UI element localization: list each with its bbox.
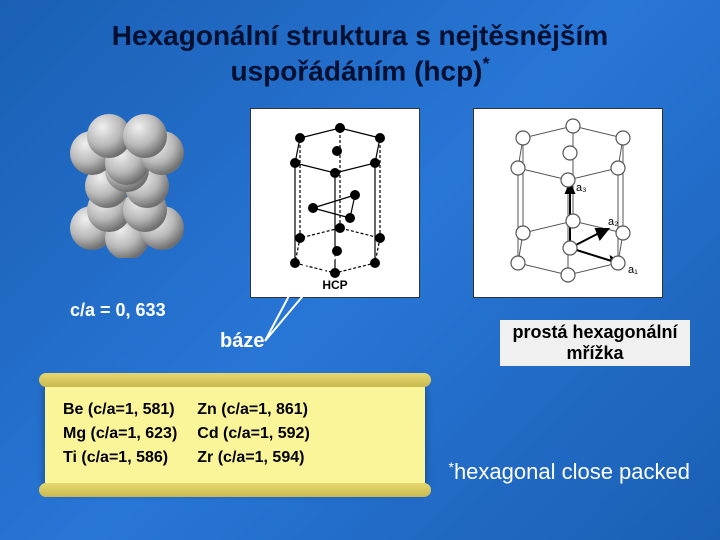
prosta-line-1: prostá hexagonální [512, 322, 677, 342]
axis-a2: a₂ [608, 216, 618, 228]
simple-hex-caption: prostá hexagonální mřížka [500, 320, 690, 366]
element-row: Mg (c/a=1, 623) [63, 422, 177, 446]
element-table: Be (c/a=1, 581) Mg (c/a=1, 623) Ti (c/a=… [63, 398, 407, 470]
axis-a1: a₁ [628, 264, 638, 276]
title-asterisk: * [483, 54, 490, 74]
baze-label: báze [220, 330, 264, 353]
element-scroll: Be (c/a=1, 581) Mg (c/a=1, 623) Ti (c/a=… [45, 380, 425, 490]
slide-title: Hexagonální struktura s nejtěsnějším usp… [0, 0, 720, 88]
title-line-2: uspořádáním (hcp) [230, 55, 482, 86]
figures-row: HCP [0, 88, 720, 298]
figure-simple-hex: a₁ a₂ a₃ [473, 108, 663, 298]
element-row: Cd (c/a=1, 592) [197, 422, 310, 446]
element-row: Zn (c/a=1, 861) [197, 398, 310, 422]
prosta-line-2: mřížka [566, 343, 623, 363]
ratio-label: c/a = 0, 633 [70, 300, 166, 321]
element-row: Ti (c/a=1, 586) [63, 446, 177, 470]
figure-hcp-cell: HCP [250, 108, 420, 298]
axis-a3: a₃ [576, 182, 587, 194]
element-row: Be (c/a=1, 581) [63, 398, 177, 422]
hcp-caption: HCP [322, 278, 347, 292]
figure-sphere-packing [57, 108, 197, 258]
title-line-1: Hexagonální struktura s nejtěsnějším [112, 20, 608, 51]
footnote: *hexagonal close packed [448, 459, 690, 485]
element-col-left: Be (c/a=1, 581) Mg (c/a=1, 623) Ti (c/a=… [63, 398, 177, 470]
footnote-text: hexagonal close packed [454, 459, 690, 484]
element-col-right: Zn (c/a=1, 861) Cd (c/a=1, 592) Zr (c/a=… [197, 398, 310, 470]
element-row: Zr (c/a=1, 594) [197, 446, 310, 470]
